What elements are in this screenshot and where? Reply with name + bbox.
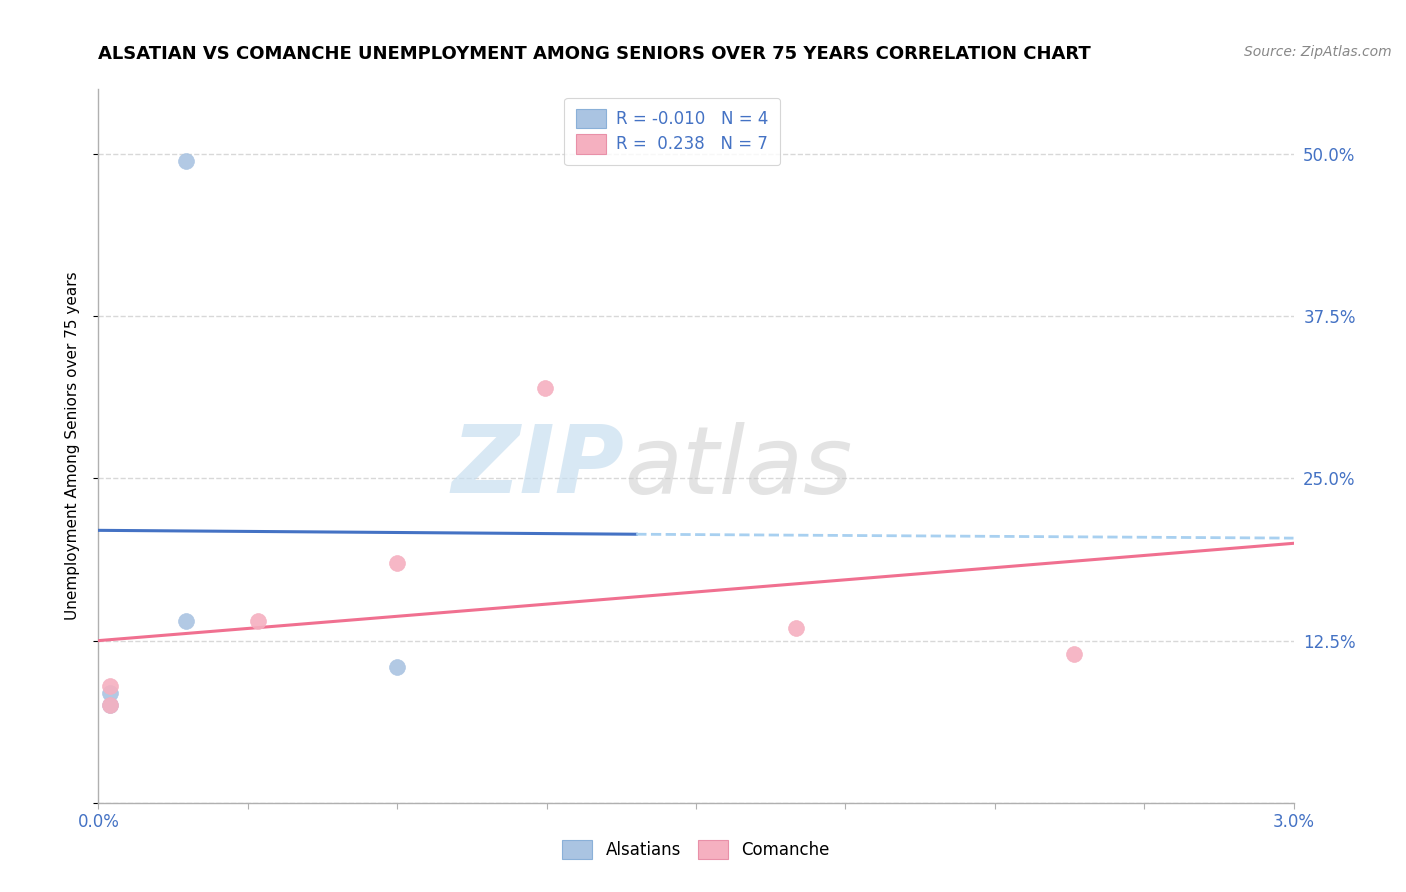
Text: Source: ZipAtlas.com: Source: ZipAtlas.com — [1244, 45, 1392, 59]
Point — [174, 614, 197, 628]
Point — [1063, 647, 1085, 661]
Point — [385, 556, 409, 570]
Legend: Alsatians, Comanche: Alsatians, Comanche — [555, 833, 837, 866]
Point — [98, 685, 122, 699]
Text: ZIP: ZIP — [451, 421, 624, 514]
Point — [98, 698, 122, 713]
Point — [533, 381, 555, 395]
Text: ALSATIAN VS COMANCHE UNEMPLOYMENT AMONG SENIORS OVER 75 YEARS CORRELATION CHART: ALSATIAN VS COMANCHE UNEMPLOYMENT AMONG … — [98, 45, 1091, 62]
Y-axis label: Unemployment Among Seniors over 75 years: Unemployment Among Seniors over 75 years — [65, 272, 80, 620]
Point — [174, 153, 197, 168]
Text: atlas: atlas — [624, 422, 852, 513]
Point — [246, 614, 269, 628]
Point — [98, 698, 122, 713]
Point — [98, 679, 122, 693]
Point — [385, 659, 409, 673]
Point — [785, 621, 807, 635]
